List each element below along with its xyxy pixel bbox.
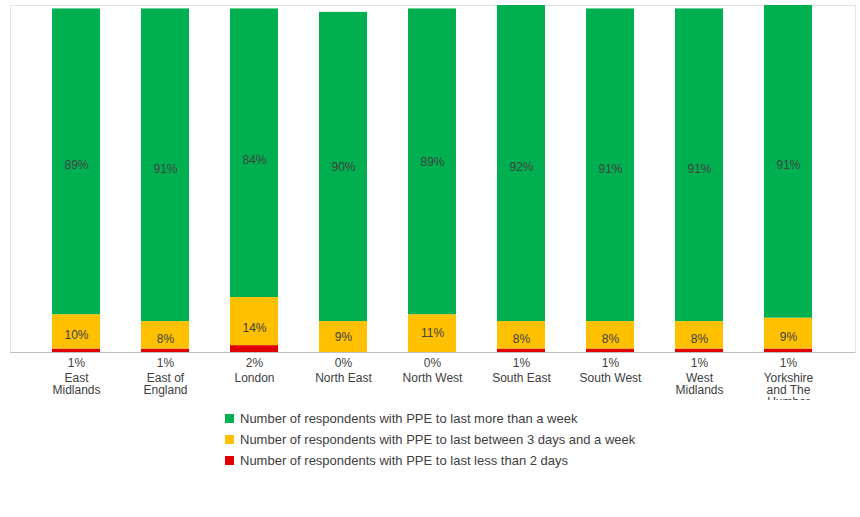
svg-text:9%: 9% <box>780 330 798 344</box>
svg-text:1%: 1% <box>513 356 531 370</box>
svg-text:London: London <box>234 371 274 385</box>
svg-text:Yorkshireand TheHumber: Yorkshireand TheHumber <box>764 371 814 400</box>
svg-text:South East: South East <box>492 371 551 385</box>
svg-text:North East: North East <box>315 371 372 385</box>
svg-text:14%: 14% <box>242 321 266 335</box>
svg-text:11%: 11% <box>421 326 444 340</box>
svg-text:1%: 1% <box>602 356 620 370</box>
svg-text:1%: 1% <box>68 356 86 370</box>
svg-text:EastMidlands: EastMidlands <box>52 371 100 397</box>
html-text:Number of respondents with PPE: Number of respondents with PPE to last l… <box>240 453 569 468</box>
html-text:Number of respondents with PPE: Number of respondents with PPE to last m… <box>240 411 578 426</box>
svg-text:90%: 90% <box>331 160 355 174</box>
svg-text:8%: 8% <box>157 332 175 346</box>
svg-text:91%: 91% <box>776 158 800 172</box>
svg-text:0%: 0% <box>335 356 353 370</box>
svg-text:9%: 9% <box>335 330 353 344</box>
svg-text:1%: 1% <box>157 356 175 370</box>
svg-text:East ofEngland: East ofEngland <box>143 371 187 397</box>
svg-text:92%: 92% <box>509 160 533 174</box>
svg-text:91%: 91% <box>687 162 711 176</box>
svg-text:2%: 2% <box>246 356 264 370</box>
html-text:Number of respondents with PPE: Number of respondents with PPE to last b… <box>240 432 636 447</box>
svg-text:0%: 0% <box>424 356 442 370</box>
svg-text:89%: 89% <box>420 155 444 169</box>
svg-text:South West: South West <box>580 371 642 385</box>
svg-text:8%: 8% <box>513 332 531 346</box>
svg-text:8%: 8% <box>602 332 620 346</box>
svg-text:WestMidlands: WestMidlands <box>675 371 723 397</box>
svg-text:North West: North West <box>403 371 463 385</box>
svg-text:8%: 8% <box>691 332 709 346</box>
svg-text:91%: 91% <box>153 162 177 176</box>
svg-text:1%: 1% <box>780 356 798 370</box>
svg-text:1%: 1% <box>691 356 709 370</box>
svg-text:10%: 10% <box>64 328 88 342</box>
svg-text:84%: 84% <box>242 153 266 167</box>
svg-text:89%: 89% <box>64 158 88 172</box>
svg-text:91%: 91% <box>598 162 622 176</box>
